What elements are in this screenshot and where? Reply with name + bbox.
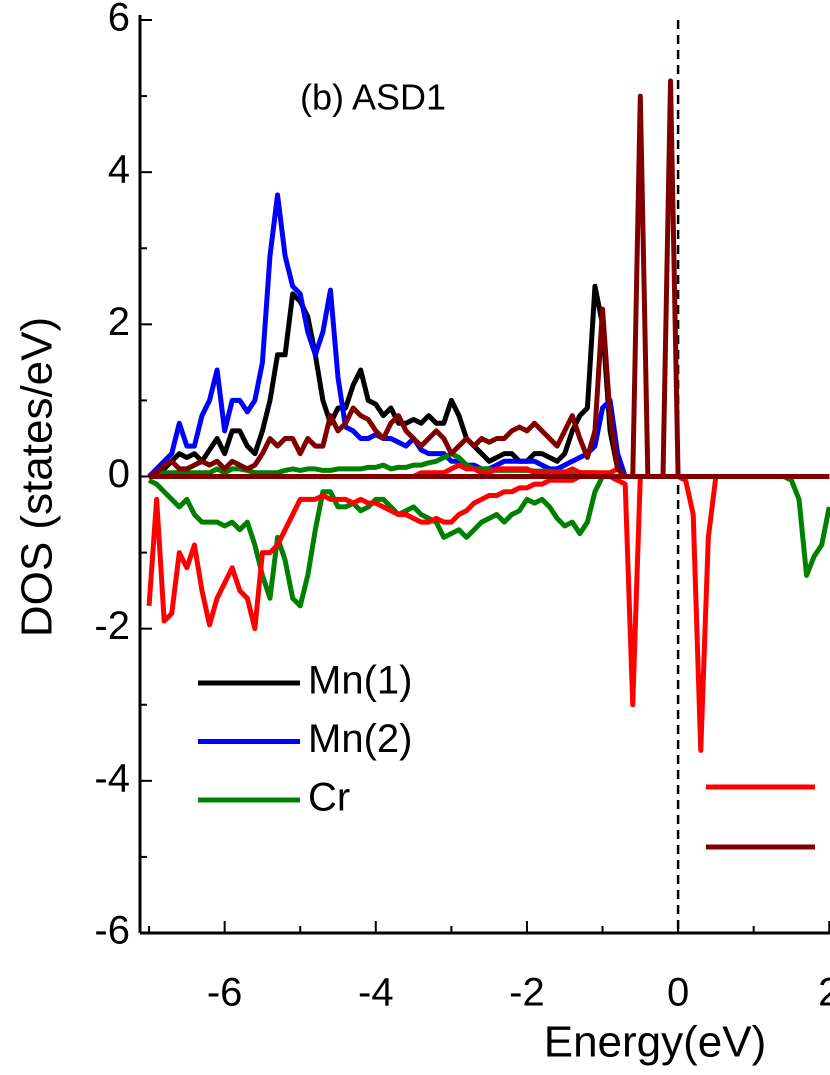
legend-label: Mn(1) xyxy=(308,659,412,703)
dos-line xyxy=(147,283,830,479)
x-tick-label: 2 xyxy=(818,971,830,1015)
y-tick-label: -4 xyxy=(94,756,130,800)
y-tick-label: -6 xyxy=(94,909,130,953)
annotation: (b) ASD1 xyxy=(300,77,446,118)
y-tick-label: 4 xyxy=(108,148,130,192)
x-tick-label: -4 xyxy=(358,971,394,1015)
y-axis-title: DOS (states/eV) xyxy=(13,317,62,637)
y-tick-label: 6 xyxy=(108,0,130,40)
y-tick-label: -2 xyxy=(94,604,130,648)
x-tick-label: -2 xyxy=(509,971,545,1015)
x-tick-label: 0 xyxy=(667,971,689,1015)
legend-label: Mn(2) xyxy=(308,717,412,761)
dos-line xyxy=(147,78,830,479)
dos-line xyxy=(147,192,830,479)
x-axis-title: Energy(eV) xyxy=(544,1018,767,1067)
y-tick-label: 0 xyxy=(108,452,130,496)
plot-area xyxy=(146,78,830,753)
x-tick-label: -6 xyxy=(207,971,243,1015)
y-tick-label: 2 xyxy=(108,300,130,344)
legend-label: Cr xyxy=(308,776,350,820)
